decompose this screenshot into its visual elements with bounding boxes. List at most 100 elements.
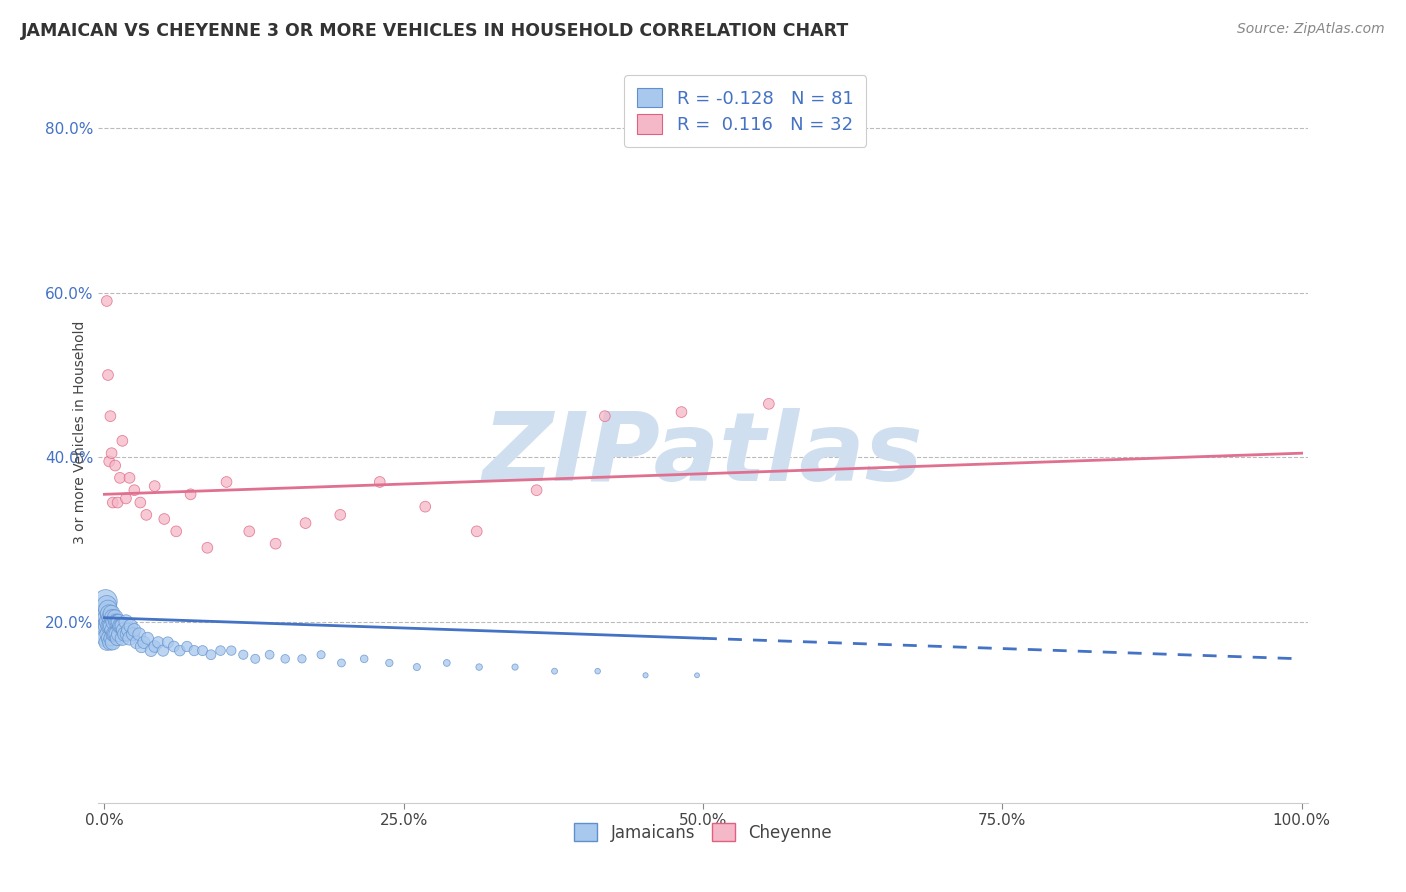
Point [291,652,314,666]
Point [593,409,616,424]
Point [152,643,174,657]
Point [378,656,401,670]
Point [135,508,157,522]
Point [118,471,141,485]
Point [238,524,260,539]
Point [107,615,129,629]
Point [103,627,125,641]
Point [111,632,134,646]
Point [98,607,121,621]
Point [294,516,316,530]
Point [264,536,287,550]
Point [97,602,120,616]
Point [114,627,136,641]
Point [413,500,436,514]
Point [100,611,122,625]
Point [100,446,122,460]
Point [98,454,121,468]
Point [115,491,138,506]
Point [143,640,166,654]
Point [195,541,218,555]
Point [209,643,232,657]
Point [191,643,214,657]
Point [526,483,548,498]
Point [468,660,491,674]
Point [405,660,427,674]
Point [94,594,117,608]
Point [96,619,118,633]
Point [110,619,132,633]
Point [97,627,120,641]
Point [103,615,125,629]
Point [128,627,150,641]
Point [169,643,191,657]
Point [101,611,124,625]
Point [100,632,122,646]
Point [105,627,128,641]
Point [117,623,139,637]
Point [274,652,297,666]
Point [129,495,152,509]
Point [124,623,146,637]
Point [183,643,205,657]
Point [586,664,609,678]
Point [101,623,124,637]
Point [259,648,281,662]
Point [107,615,129,629]
Point [221,643,243,657]
Point [97,368,120,382]
Point [112,623,135,637]
Point [108,471,131,485]
Point [100,607,122,621]
Point [758,397,780,411]
Point [104,627,127,641]
Point [96,635,118,649]
Point [115,627,138,641]
Text: JAMAICAN VS CHEYENNE 3 OR MORE VEHICLES IN HOUSEHOLD CORRELATION CHART: JAMAICAN VS CHEYENNE 3 OR MORE VEHICLES … [21,22,849,40]
Point [353,652,375,666]
Point [136,632,159,646]
Point [436,656,458,670]
Point [245,652,267,666]
Point [368,475,391,489]
Point [98,632,121,646]
Point [125,635,148,649]
Y-axis label: 3 or more Vehicles in Household: 3 or more Vehicles in Household [73,321,87,544]
Point [503,660,526,674]
Point [100,635,122,649]
Point [107,632,129,646]
Point [101,495,124,509]
Point [94,632,117,646]
Point [104,458,127,473]
Point [94,619,117,633]
Point [176,640,198,654]
Point [105,615,128,629]
Point [148,635,170,649]
Point [543,664,565,678]
Point [98,619,121,633]
Point [180,487,202,501]
Point [107,627,129,641]
Point [686,668,709,682]
Point [124,483,146,498]
Point [96,293,118,308]
Point [111,619,134,633]
Point [131,640,153,654]
Point [96,611,118,625]
Point [120,619,142,633]
Point [465,524,488,539]
Point [200,648,222,662]
Point [330,656,353,670]
Text: ZIPatlas: ZIPatlas [482,409,924,501]
Text: Source: ZipAtlas.com: Source: ZipAtlas.com [1237,22,1385,37]
Point [122,627,145,641]
Point [115,615,138,629]
Point [97,615,120,629]
Point [118,632,141,646]
Point [111,434,134,448]
Point [107,495,129,509]
Point [132,635,155,649]
Point [100,619,122,633]
Point [634,668,657,682]
Point [96,599,118,613]
